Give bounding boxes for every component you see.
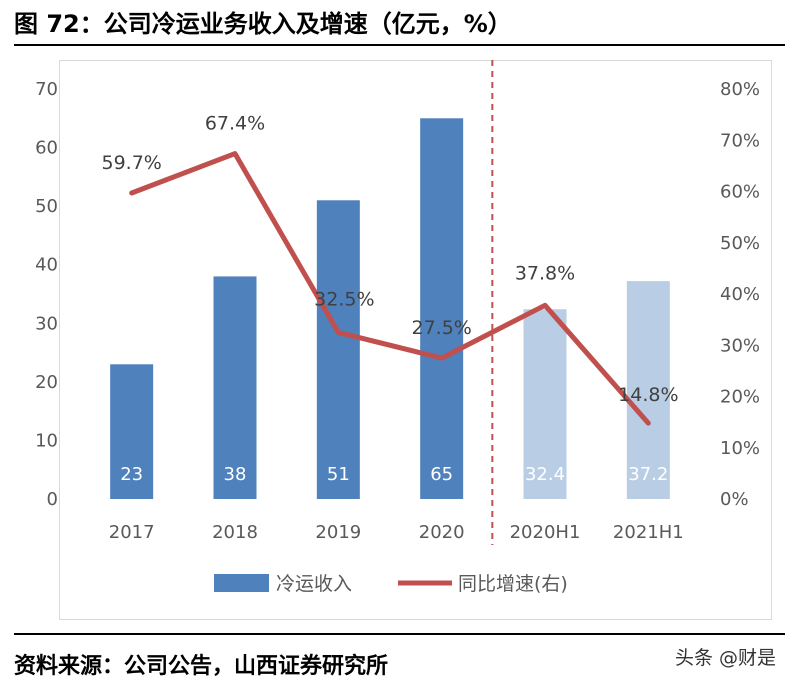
x-tick-label: 2018 — [212, 522, 258, 543]
y-right-tick-label: 30% — [720, 335, 760, 356]
y-right-tick-label: 10% — [720, 438, 760, 459]
y-left-tick-label: 20 — [35, 372, 58, 393]
growth-value-label: 32.5% — [314, 288, 374, 310]
y-right-tick-label: 0% — [720, 489, 749, 510]
growth-value-label: 59.7% — [101, 152, 161, 174]
x-tick-label: 2020H1 — [510, 522, 581, 543]
y-left-tick-label: 10 — [35, 430, 58, 451]
growth-line — [129, 151, 651, 426]
y-left-tick-label: 40 — [35, 255, 58, 276]
growth-value-label: 37.8% — [515, 262, 575, 284]
growth-value-label: 67.4% — [205, 113, 265, 135]
watermark: 头条 @财是 — [675, 647, 777, 669]
title-rule — [14, 44, 785, 46]
x-tick-label: 2021H1 — [613, 522, 684, 543]
bar — [420, 118, 464, 500]
bar-value-label: 51 — [327, 464, 350, 485]
y-right-tick-label: 70% — [720, 130, 760, 151]
bar — [626, 281, 670, 499]
figure-title: 图 72：公司冷运业务收入及增速（亿元，%） — [14, 10, 512, 38]
y-right-tick-label: 60% — [720, 182, 760, 203]
bar-value-label: 38 — [224, 464, 247, 485]
growth-value-label: 27.5% — [411, 317, 471, 339]
bar-value-label: 32.4 — [525, 464, 565, 485]
bar — [316, 200, 360, 500]
legend-bar-swatch — [214, 574, 269, 592]
y-left-tick-label: 50 — [35, 196, 58, 217]
bar — [523, 309, 567, 499]
y-left-tick-label: 0 — [47, 489, 58, 510]
x-tick-label: 2020 — [419, 522, 465, 543]
chart-frame — [59, 60, 772, 620]
legend-line-label: 同比增速(右) — [458, 573, 568, 595]
y-right-tick-label: 40% — [720, 284, 760, 305]
bar-value-label: 23 — [120, 464, 143, 485]
y-left-tick-label: 60 — [35, 138, 58, 159]
bar-value-label: 65 — [430, 464, 453, 485]
y-left-tick-label: 70 — [35, 79, 58, 100]
y-right-tick-label: 50% — [720, 233, 760, 254]
bar — [213, 276, 257, 499]
footer-rule — [14, 633, 785, 635]
x-tick-label: 2019 — [315, 522, 361, 543]
legend-bar-label: 冷运收入 — [276, 573, 352, 595]
source-note: 资料来源：公司公告，山西证券研究所 — [14, 654, 389, 679]
bar — [110, 364, 154, 499]
x-tick-label: 2017 — [109, 522, 155, 543]
y-right-tick-label: 80% — [720, 79, 760, 100]
growth-value-label: 14.8% — [618, 384, 678, 406]
bar-value-label: 37.2 — [628, 464, 668, 485]
y-right-tick-label: 20% — [720, 387, 760, 408]
y-left-tick-label: 30 — [35, 313, 58, 334]
